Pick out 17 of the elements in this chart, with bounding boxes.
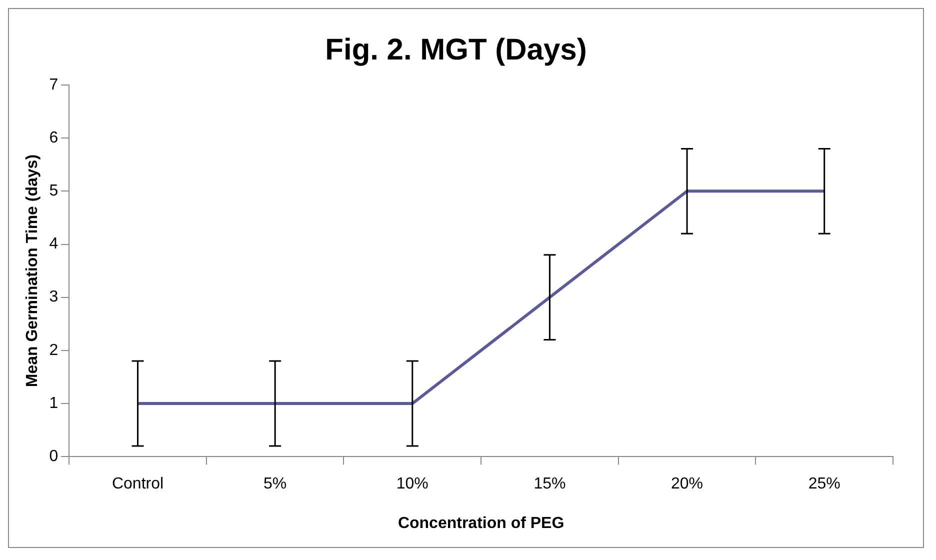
y-tick-label: 7 [49, 76, 58, 94]
x-axis-title: Concentration of PEG [398, 514, 564, 532]
x-tick-label: Control [112, 476, 164, 493]
x-tick-label: 25% [808, 476, 840, 493]
y-tick-label: 5 [49, 182, 58, 200]
x-tick-label: 15% [534, 476, 566, 493]
y-axis-title: Mean Germination Time (days) [24, 154, 42, 388]
y-tick-label: 6 [49, 129, 58, 146]
x-tick-label: 20% [671, 476, 704, 493]
chart-title: Fig. 2. MGT (Days) [325, 33, 587, 66]
y-tick-label: 3 [49, 288, 58, 306]
y-tick-label: 4 [49, 236, 58, 253]
y-tick-label: 0 [49, 448, 58, 466]
y-tick-label: 2 [49, 342, 58, 359]
y-tick-label: 1 [49, 394, 58, 412]
x-tick-label: 10% [396, 476, 428, 493]
x-tick-label: 5% [264, 476, 287, 493]
